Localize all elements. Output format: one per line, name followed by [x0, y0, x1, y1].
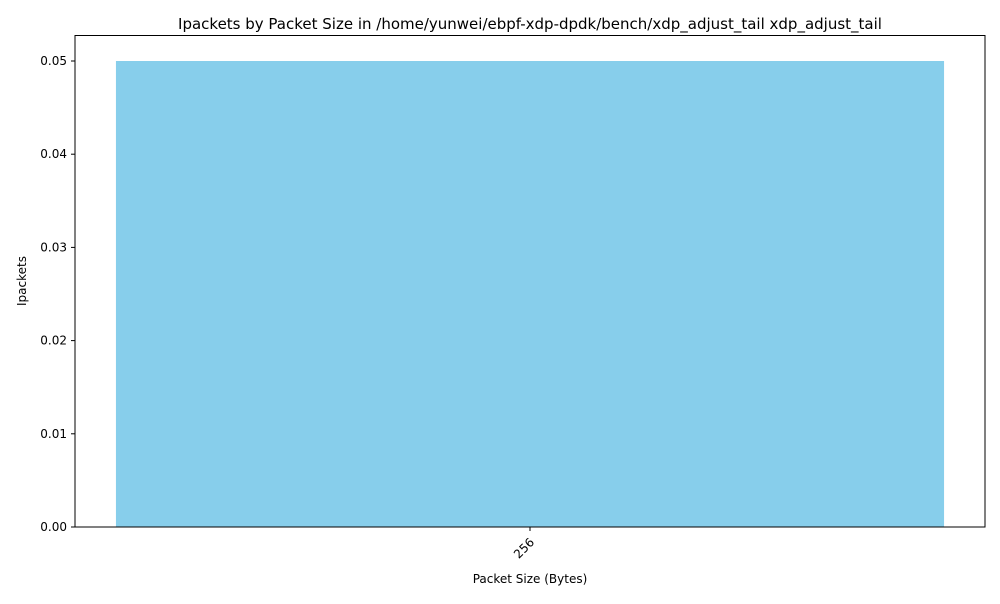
- y-tick-label: 0.03: [40, 240, 67, 254]
- chart-title: Ipackets by Packet Size in /home/yunwei/…: [178, 15, 882, 34]
- y-tick-label: 0.00: [40, 520, 67, 534]
- bars-layer: [115, 61, 945, 527]
- x-axis: 256: [511, 527, 537, 561]
- y-tick-label: 0.02: [40, 334, 67, 348]
- y-tick-label: 0.04: [40, 147, 67, 161]
- x-axis-label: Packet Size (Bytes): [473, 572, 588, 586]
- bar-256: [115, 61, 945, 527]
- plot-frame: [74, 35, 986, 528]
- y-axis-label: Ipackets: [15, 256, 29, 306]
- y-tick-label: 0.05: [40, 54, 67, 68]
- y-axis: 0.00 0.01 0.02 0.03 0.04 0.05: [40, 54, 75, 534]
- y-tick-label: 0.01: [40, 427, 67, 441]
- x-tick-label: 256: [511, 535, 537, 561]
